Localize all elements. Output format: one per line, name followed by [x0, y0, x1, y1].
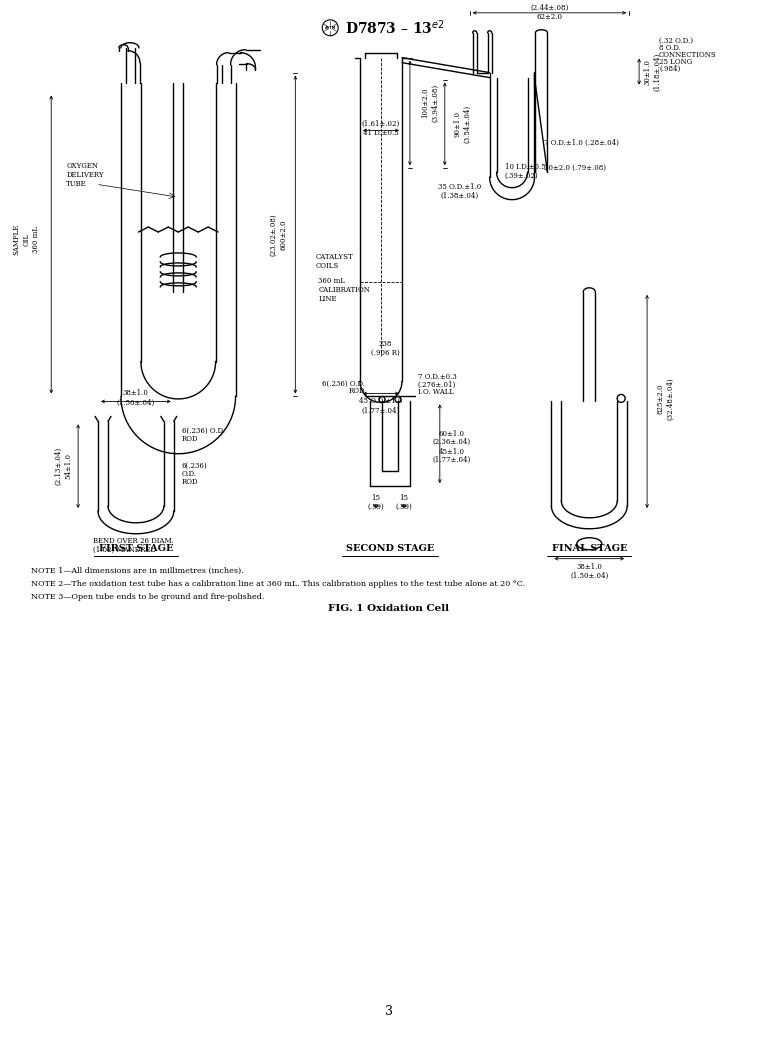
Text: (.32 O.D.): (.32 O.D.)	[659, 36, 693, 45]
Text: 6(.236) O.D.: 6(.236) O.D.	[322, 380, 365, 387]
Text: 6(.236) O.D.: 6(.236) O.D.	[182, 427, 225, 435]
Text: (.39±.02): (.39±.02)	[505, 172, 538, 180]
Text: 60±1.0: 60±1.0	[439, 430, 464, 438]
Text: 38±1.0: 38±1.0	[123, 389, 149, 398]
Text: 7 O.D.±0.3: 7 O.D.±0.3	[418, 373, 457, 381]
Text: (1.77±.04): (1.77±.04)	[362, 406, 400, 414]
Text: 62±2.0: 62±2.0	[536, 12, 562, 21]
Text: CATALYST: CATALYST	[315, 253, 353, 261]
Text: 45±1.0: 45±1.0	[439, 448, 464, 456]
Text: OIL: OIL	[23, 233, 30, 246]
Text: DELIVERY: DELIVERY	[66, 171, 103, 179]
Text: 7 O.D.±1.0 (.28±.04): 7 O.D.±1.0 (.28±.04)	[545, 138, 619, 147]
Text: 360 mL: 360 mL	[318, 277, 345, 285]
Text: NOTE 2—The oxidation test tube has a calibration line at 360 mL. This calibratio: NOTE 2—The oxidation test tube has a cal…	[31, 580, 525, 588]
Text: (.906 R): (.906 R)	[370, 349, 399, 357]
Text: 45 O.D.±1.0: 45 O.D.±1.0	[359, 398, 403, 405]
Text: 600±2.0: 600±2.0	[279, 220, 287, 250]
Text: BEND OVER 26 DIAM.: BEND OVER 26 DIAM.	[93, 537, 174, 544]
Text: 38±1.0: 38±1.0	[576, 562, 602, 570]
Text: (.984): (.984)	[659, 65, 680, 73]
Text: NOTE 1—All dimensions are in millimetres (inches).: NOTE 1—All dimensions are in millimetres…	[31, 567, 244, 575]
Text: FINAL STAGE: FINAL STAGE	[552, 544, 627, 554]
Text: SAMPLE: SAMPLE	[12, 224, 20, 255]
Text: (2.44±.08): (2.44±.08)	[531, 4, 569, 11]
Text: (32.48±.04): (32.48±.04)	[666, 378, 674, 421]
Text: 41 D.±0.5: 41 D.±0.5	[363, 129, 399, 137]
Text: (.59): (.59)	[395, 503, 412, 511]
Text: 90±1.0: 90±1.0	[454, 111, 462, 137]
Text: (1.50±.04): (1.50±.04)	[570, 572, 608, 580]
Text: 54±1.0: 54±1.0	[64, 453, 72, 479]
Text: 360 mL: 360 mL	[32, 226, 40, 253]
Text: (2.36±.04): (2.36±.04)	[433, 438, 471, 446]
Text: OXYGEN: OXYGEN	[66, 162, 98, 171]
Text: ROD: ROD	[182, 435, 198, 443]
Text: (3.54±.04): (3.54±.04)	[464, 105, 471, 144]
Text: ASTM: ASTM	[324, 26, 336, 30]
Text: 15: 15	[372, 494, 380, 502]
Text: 825±2.0: 825±2.0	[656, 384, 664, 414]
Text: (.276±.01): (.276±.01)	[418, 381, 456, 388]
Text: 8 O.D.: 8 O.D.	[659, 44, 681, 52]
Text: 100±2.0: 100±2.0	[421, 87, 429, 118]
Text: (.59): (.59)	[368, 503, 384, 511]
Text: (1.38±.04): (1.38±.04)	[440, 193, 478, 200]
Text: D7873 $\endash$ 13$^{e2}$: D7873 $\endash$ 13$^{e2}$	[345, 19, 445, 37]
Text: 3: 3	[385, 1005, 393, 1018]
Text: I.O. WALL: I.O. WALL	[418, 388, 454, 397]
Text: 238: 238	[378, 339, 391, 348]
Text: (1.50±.04): (1.50±.04)	[117, 399, 155, 406]
Text: (2.13±.04): (2.13±.04)	[54, 448, 62, 485]
Text: ROD: ROD	[182, 478, 198, 486]
Text: 15: 15	[399, 494, 408, 502]
Text: CONNECTIONS: CONNECTIONS	[659, 51, 717, 58]
Text: ROD: ROD	[349, 387, 365, 396]
Text: COILS: COILS	[315, 262, 338, 270]
Text: SECOND STAGE: SECOND STAGE	[345, 544, 434, 554]
Text: CALIBRATION: CALIBRATION	[318, 286, 370, 294]
Text: (1.61±.02): (1.61±.02)	[362, 120, 400, 127]
Text: 35 O.D.±1.0: 35 O.D.±1.0	[438, 183, 482, 192]
Text: (1.18±.04): (1.18±.04)	[653, 52, 661, 91]
Text: (1.02) MANDREL: (1.02) MANDREL	[93, 545, 155, 554]
Text: 20±2.0 (.79±.08): 20±2.0 (.79±.08)	[545, 164, 606, 172]
Text: (1.77±.04): (1.77±.04)	[433, 456, 471, 463]
Text: TUBE: TUBE	[66, 180, 87, 188]
Text: O.D.: O.D.	[182, 471, 197, 478]
Text: LINE: LINE	[318, 295, 337, 303]
Text: 25 LONG: 25 LONG	[659, 57, 692, 66]
Text: (23.02±.08): (23.02±.08)	[269, 213, 278, 256]
Text: FIG. 1 Oxidation Cell: FIG. 1 Oxidation Cell	[328, 604, 450, 613]
Text: 10 I.D.±0.5: 10 I.D.±0.5	[505, 163, 545, 172]
Text: NOTE 3—Open tube ends to be ground and fire-polished.: NOTE 3—Open tube ends to be ground and f…	[31, 592, 265, 601]
Text: FIRST STAGE: FIRST STAGE	[99, 544, 173, 554]
Text: 6(.236): 6(.236)	[182, 462, 208, 471]
Text: 30±1.0: 30±1.0	[643, 58, 651, 84]
Text: (3.94±.08): (3.94±.08)	[431, 83, 439, 122]
